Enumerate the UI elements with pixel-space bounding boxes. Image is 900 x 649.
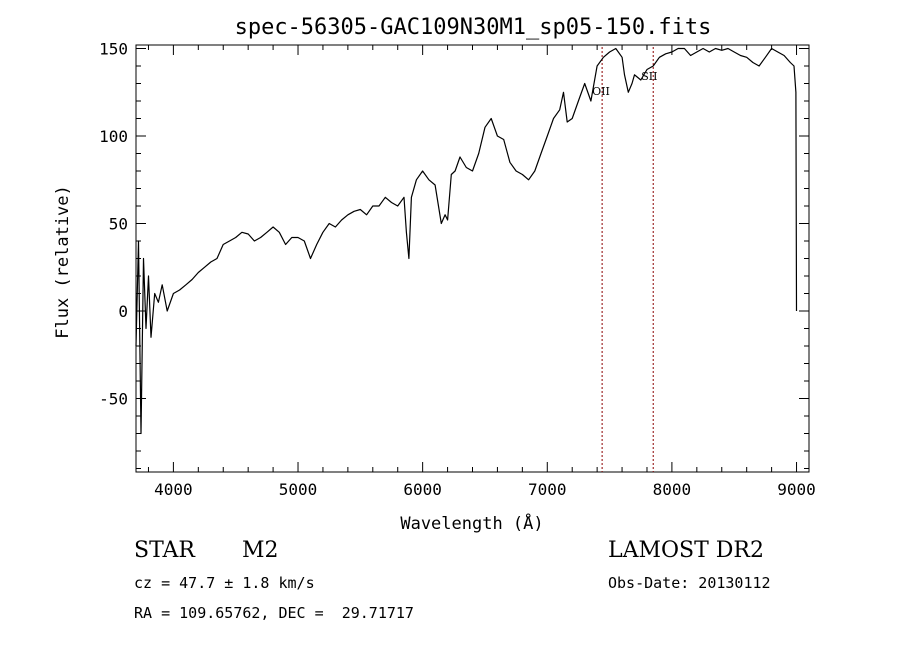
redshift-velocity: cz = 47.7 ± 1.8 km/s xyxy=(134,574,315,592)
spectrum-chart: spec-56305-GAC109N30M1_sp05-150.fits Flu… xyxy=(53,15,816,534)
spectrum-series xyxy=(135,47,798,435)
axes xyxy=(135,44,810,473)
y-tick-label: 0 xyxy=(118,302,128,321)
emission-line-markers: OII SII xyxy=(592,47,657,472)
ticks: 4000 5000 6000 7000 8000 9000 -50 0 50 100 150 xyxy=(99,40,816,500)
coordinates: RA = 109.65762, DEC = 29.71717 xyxy=(134,604,414,622)
x-tick-label: 6000 xyxy=(403,480,442,499)
emission-line-label: OII xyxy=(592,85,610,98)
y-tick-label: 50 xyxy=(109,215,128,234)
y-tick-label: 100 xyxy=(99,127,128,146)
x-tick-label: 5000 xyxy=(279,480,318,499)
object-subclass: M2 xyxy=(242,538,279,563)
x-tick-label: 4000 xyxy=(154,480,193,499)
y-tick-label: 150 xyxy=(99,40,128,59)
x-tick-label: 7000 xyxy=(528,480,567,499)
survey-name: LAMOST DR2 xyxy=(608,538,764,563)
y-axis-label: Flux (relative) xyxy=(53,185,73,339)
x-axis-label: Wavelength (Å) xyxy=(400,512,543,534)
emission-line-label: SII xyxy=(641,70,657,83)
x-tick-label: 9000 xyxy=(777,480,816,499)
chart-title: spec-56305-GAC109N30M1_sp05-150.fits xyxy=(235,15,712,40)
x-tick-label: 8000 xyxy=(653,480,692,499)
spectrum-line-0 xyxy=(135,47,798,435)
plot-frame xyxy=(135,44,810,473)
y-tick-label: -50 xyxy=(99,390,128,409)
object-type: STAR xyxy=(134,538,195,563)
observation-date: Obs-Date: 20130112 xyxy=(608,574,771,592)
